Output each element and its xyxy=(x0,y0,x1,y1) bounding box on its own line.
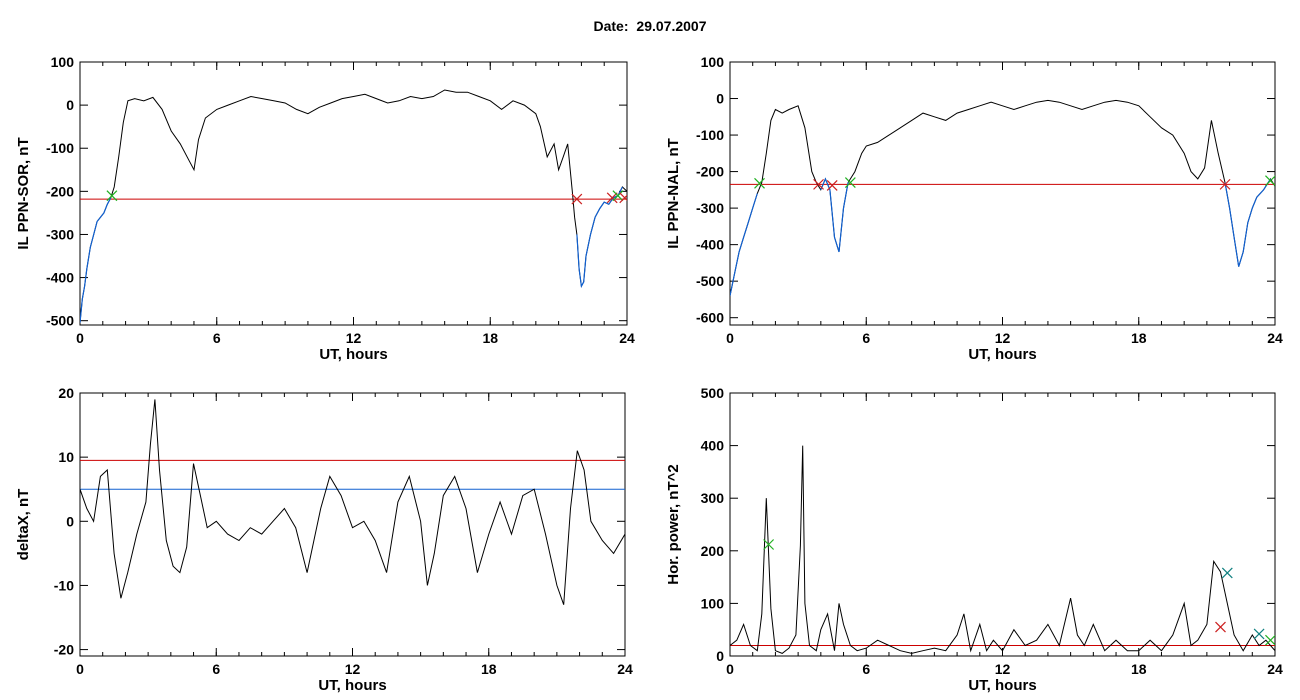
series-line-0 xyxy=(730,99,1275,296)
x-axis-label: UT, hours xyxy=(318,677,386,694)
y-tick-label: -200 xyxy=(696,164,724,180)
y-axis-label: Hor. power, nT^2 xyxy=(665,464,682,584)
y-tick-label: -600 xyxy=(696,310,724,326)
x-tick-label: 12 xyxy=(995,330,1011,346)
x-tick-label: 0 xyxy=(76,661,84,677)
figure-title: Date: 29.07.2007 xyxy=(0,18,1300,34)
x-tick-label: 0 xyxy=(726,661,734,677)
plot-area xyxy=(80,399,625,605)
x-tick-label: 18 xyxy=(1131,330,1147,346)
y-tick-label: 100 xyxy=(701,54,725,70)
x-tick-label: 12 xyxy=(345,661,361,677)
plot-area xyxy=(730,99,1275,296)
series-line-0 xyxy=(80,89,627,323)
y-tick-label: 100 xyxy=(51,54,75,70)
plot-frame xyxy=(729,392,1276,657)
y-tick-label: 300 xyxy=(701,490,725,506)
x-axis-label: UT, hours xyxy=(968,677,1036,694)
marker-green-0 xyxy=(754,177,765,189)
x-tick-label: 24 xyxy=(619,330,635,346)
x-tick-label: 6 xyxy=(862,661,870,677)
marker-blue-2 xyxy=(1221,567,1233,579)
y-tick-label: 0 xyxy=(716,648,724,664)
y-tick-label: -400 xyxy=(46,270,74,286)
x-tick-label: 0 xyxy=(76,330,84,346)
plot-area xyxy=(730,445,1275,654)
marker-red-4 xyxy=(1219,178,1231,190)
marker-green-4 xyxy=(1265,634,1275,646)
y-tick-label: -10 xyxy=(54,577,74,593)
x-tick-label: 24 xyxy=(1267,330,1283,346)
panel-sor: 0 6 12 18 24 -500 -400 -300 -200 -100 0 100 UT, hour… xyxy=(15,54,635,363)
y-tick-label: -300 xyxy=(696,200,724,216)
marker-green-0 xyxy=(106,190,118,202)
y-tick-label: 0 xyxy=(716,91,724,107)
y-tick-label: 400 xyxy=(701,438,725,454)
x-tick-label: 18 xyxy=(482,330,498,346)
panel-deltax: 0 6 12 18 24 -20 -10 0 10 20 UT, hours deltaX, nT xyxy=(15,385,633,694)
date-label: Date: xyxy=(593,18,629,34)
series-line-0 xyxy=(730,445,1275,654)
marker-green-0 xyxy=(763,539,775,550)
marker-green-3 xyxy=(612,190,624,202)
marker-green-5 xyxy=(1265,175,1275,187)
marker-red-1 xyxy=(571,193,583,205)
x-tick-label: 12 xyxy=(346,330,362,346)
panel-power: 0 6 12 18 24 0 100 200 300 400 500 UT, hours Hor. po… xyxy=(665,385,1283,694)
marker-red-2 xyxy=(606,192,618,204)
marker-green-3 xyxy=(844,177,856,188)
y-tick-label: 500 xyxy=(701,385,725,401)
x-axis-label: UT, hours xyxy=(319,346,387,363)
x-tick-label: 18 xyxy=(481,661,497,677)
y-axis-label: deltaX, nT xyxy=(15,489,32,561)
y-tick-label: 20 xyxy=(58,385,74,401)
plot-area xyxy=(80,89,627,323)
y-axis-label: IL PPN-NAL, nT xyxy=(665,138,682,249)
series-highlight-0 xyxy=(730,193,758,296)
x-tick-label: 6 xyxy=(862,330,870,346)
marker-blue-3 xyxy=(1253,628,1265,640)
marker-red-1 xyxy=(1215,621,1226,633)
x-tick-label: 18 xyxy=(1131,661,1147,677)
y-tick-label: 0 xyxy=(66,513,74,529)
y-tick-label: -500 xyxy=(46,313,74,329)
plot-frame xyxy=(729,61,1276,326)
y-tick-label: 0 xyxy=(66,97,74,113)
marker-red-4 xyxy=(619,192,627,204)
y-tick-label: 100 xyxy=(701,595,725,611)
x-tick-label: 0 xyxy=(726,330,734,346)
x-tick-label: 6 xyxy=(212,661,220,677)
marker-red-2 xyxy=(826,180,838,191)
y-tick-label: -400 xyxy=(696,237,724,253)
series-line-0 xyxy=(80,399,625,605)
x-tick-label: 24 xyxy=(1267,661,1283,677)
x-tick-label: 24 xyxy=(617,661,633,677)
marker-red-1 xyxy=(813,178,824,190)
series-highlight-1 xyxy=(576,186,623,289)
y-tick-label: 10 xyxy=(58,449,74,465)
x-tick-label: 6 xyxy=(213,330,221,346)
series-highlight-1 xyxy=(820,177,849,253)
y-tick-label: -100 xyxy=(46,140,74,156)
x-tick-label: 12 xyxy=(995,661,1011,677)
plot-frame xyxy=(79,61,628,326)
y-tick-label: -300 xyxy=(46,226,74,242)
series-highlight-2 xyxy=(1224,178,1272,267)
y-axis-label: IL PPN-SOR, nT xyxy=(15,137,32,249)
date-value: 29.07.2007 xyxy=(636,18,707,34)
y-tick-label: 200 xyxy=(701,543,725,559)
panel-nal: 0 6 12 18 24 -600 -500 -400 -300 -200 -100 0 100 UT, … xyxy=(665,54,1283,363)
x-axis-label: UT, hours xyxy=(968,346,1036,363)
series-highlight-0 xyxy=(80,197,112,323)
y-tick-label: -100 xyxy=(696,127,724,143)
y-tick-label: -500 xyxy=(696,273,724,289)
y-tick-label: -20 xyxy=(54,642,74,658)
y-tick-label: -200 xyxy=(46,183,74,199)
